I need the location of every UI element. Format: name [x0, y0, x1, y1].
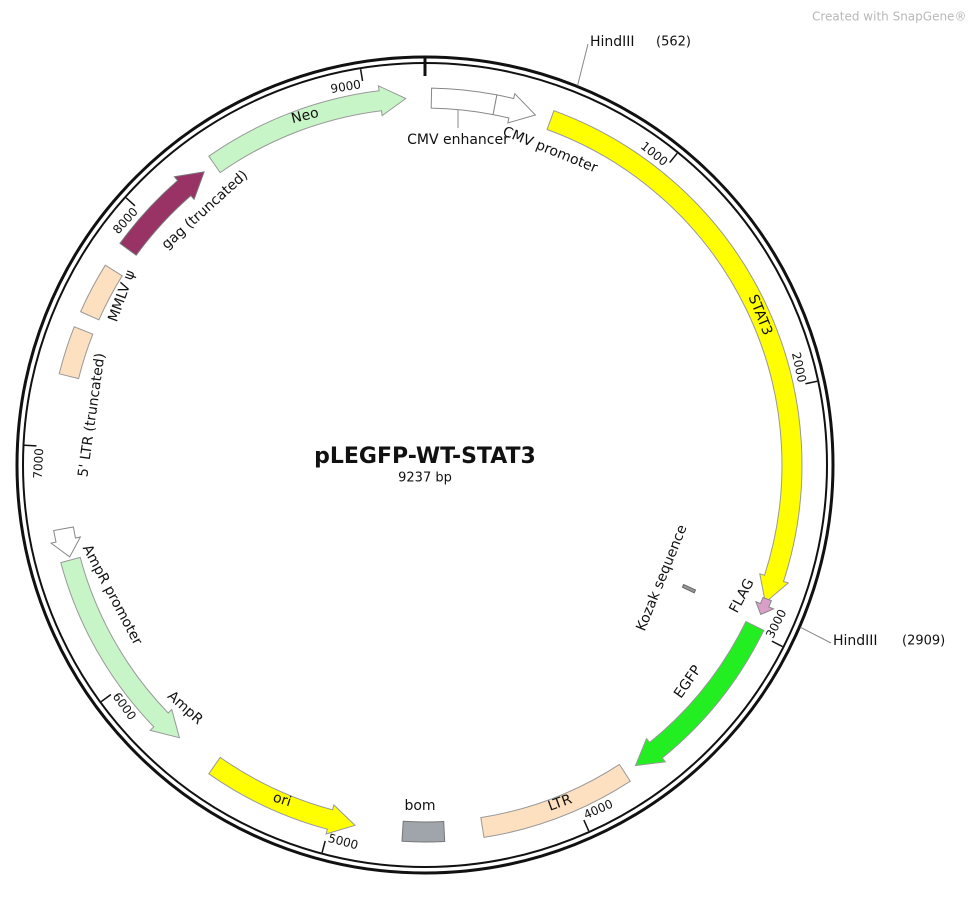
- tick-label: 5000: [327, 831, 360, 852]
- tick-mark: [100, 693, 112, 703]
- feature: [58, 326, 94, 380]
- tick-label: 7000: [31, 448, 46, 479]
- feature: [60, 556, 181, 739]
- feature: [49, 526, 82, 558]
- feature: [480, 763, 631, 838]
- tick-mark: [669, 152, 678, 164]
- plasmid-name: pLEGFP-WT-STAT3: [314, 444, 536, 469]
- tick-label: 2000: [789, 351, 809, 384]
- feature: [755, 596, 775, 616]
- tick-mark: [359, 69, 364, 82]
- tick-mark: [583, 819, 590, 832]
- site-position: (2909): [902, 634, 945, 649]
- site-name: HindIII: [833, 633, 878, 649]
- site-line: [577, 43, 589, 86]
- site-name: HindIII: [590, 34, 635, 50]
- feature-label: Neo: [290, 105, 321, 127]
- plasmid-length: 9237 bp: [398, 471, 452, 486]
- tick-mark: [24, 444, 37, 447]
- feature: [681, 583, 697, 594]
- site-line: [800, 626, 832, 644]
- feature-label: LTR: [546, 791, 574, 814]
- feature-label: ori: [271, 790, 293, 811]
- feature-label: bom: [404, 798, 435, 814]
- tick-mark: [321, 840, 326, 853]
- feature: [79, 264, 123, 321]
- feature: [119, 171, 205, 256]
- watermark: Created with SnapGene®: [812, 10, 966, 24]
- feature: [208, 756, 356, 835]
- feature: [430, 87, 498, 116]
- feature: [634, 620, 765, 767]
- tick-label: 9000: [330, 77, 362, 96]
- tick-mark: [771, 640, 783, 648]
- feature: [492, 92, 537, 124]
- feature-label: Kozak sequence: [633, 523, 690, 634]
- feature-label: CMV enhancer: [407, 132, 509, 148]
- feature-label: FLAG: [726, 576, 757, 616]
- tick-mark: [125, 197, 136, 207]
- tick-mark: [805, 380, 818, 385]
- feature: [401, 820, 446, 843]
- feature: [208, 84, 407, 174]
- site-position: (562): [656, 35, 691, 50]
